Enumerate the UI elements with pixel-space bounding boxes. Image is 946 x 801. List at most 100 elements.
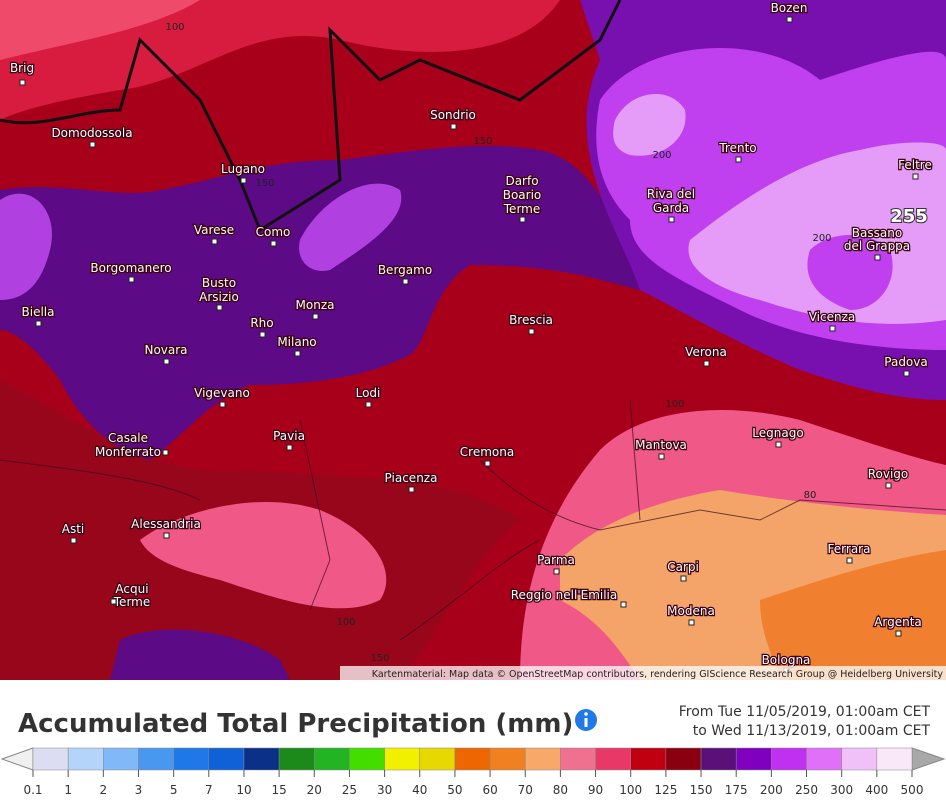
city-name: Lodi — [356, 386, 381, 400]
city-dot — [163, 358, 170, 365]
city-dot — [70, 537, 77, 544]
contour-label: 80 — [804, 490, 817, 501]
city-name: Busto — [202, 276, 236, 290]
city-name: Biella — [22, 305, 55, 319]
city-name: Riva del — [647, 187, 695, 201]
city-name: Casale — [108, 431, 148, 445]
city-name: Brig — [10, 61, 34, 75]
zone — [760, 550, 946, 680]
city-dot — [408, 486, 415, 493]
city-dot — [35, 320, 42, 327]
city-name: Terme — [113, 595, 150, 609]
legend-swatch — [349, 747, 385, 771]
legend-label: 90 — [588, 783, 603, 797]
city-dot — [528, 328, 535, 335]
legend-swatch — [173, 747, 210, 771]
city-dot — [829, 325, 836, 332]
city-dot — [786, 16, 793, 23]
contour-label: 150 — [370, 653, 389, 664]
zone — [0, 193, 52, 300]
city-name: Monza — [296, 298, 335, 312]
legend-swatch — [489, 747, 526, 771]
legend-swatch — [700, 747, 737, 771]
city-dot — [89, 141, 96, 148]
city-name: Alessandria — [131, 517, 201, 531]
city-name: Novara — [144, 343, 187, 357]
city-name: Bassano — [852, 226, 902, 240]
contour-label: 200 — [652, 150, 671, 161]
city-dot — [294, 350, 301, 357]
city-name: Argenta — [874, 615, 922, 629]
legend-label: 60 — [482, 783, 497, 797]
city-name: Lugano — [221, 162, 265, 176]
legend-swatch — [735, 747, 772, 771]
legend-swatch — [314, 747, 350, 771]
city-name: Bologna — [762, 653, 811, 667]
zone — [140, 501, 387, 609]
contour-label: 150 — [255, 178, 274, 189]
zone — [299, 183, 402, 271]
city-dot — [484, 460, 491, 467]
time-to: to Wed 11/13/2019, 01:00am CET — [693, 723, 931, 739]
contour-label: 100 — [165, 22, 184, 33]
legend-label: 70 — [518, 783, 533, 797]
legend-swatch — [138, 747, 174, 771]
zone — [0, 0, 200, 60]
city-dot — [312, 313, 319, 320]
city-name: Asti — [62, 522, 85, 536]
legend-label: 100 — [619, 783, 642, 797]
city-dot — [895, 630, 902, 637]
legend-swatch — [454, 747, 491, 771]
city-dot — [620, 601, 627, 608]
city-name: Feltre — [898, 158, 932, 172]
zone — [807, 235, 893, 310]
max-value-label: 255 — [890, 206, 928, 227]
legend-label: 250 — [795, 783, 818, 797]
legend-swatch — [419, 747, 456, 771]
legend-swatch — [278, 747, 315, 771]
city-name: Parma — [537, 553, 575, 567]
contour-labels: 100 150 150 200 200 100 80 100 150 255 — [165, 22, 928, 664]
contour-label: 150 — [473, 136, 492, 147]
legend-swatch — [841, 747, 878, 771]
city-name: Milano — [277, 335, 316, 349]
info-icon[interactable] — [575, 709, 597, 731]
city-name: Arsizio — [199, 290, 239, 304]
city-name: Bergamo — [378, 263, 432, 277]
city-dot — [519, 216, 526, 223]
city-name: Padova — [884, 355, 927, 369]
city-name: Pavia — [273, 429, 305, 443]
legend-swatch — [595, 747, 631, 771]
city-name: Darfo — [505, 174, 538, 188]
city-name: Terme — [503, 202, 540, 216]
city-name: Rho — [250, 316, 273, 330]
legend-arrow-high — [911, 747, 946, 771]
city-name: Cremona — [460, 445, 514, 459]
legend-label: 40 — [412, 783, 427, 797]
time-from: From Tue 11/05/2019, 01:00am CET — [679, 704, 931, 720]
attribution: Kartenmaterial: Map data © OpenStreetMap… — [372, 669, 944, 680]
legend-swatch — [32, 747, 69, 771]
contour-label: 200 — [812, 233, 831, 244]
city-dot — [703, 360, 710, 367]
city-name: Mantova — [635, 438, 687, 452]
city-name: Verona — [685, 345, 727, 359]
city-dot — [219, 401, 226, 408]
city-name: Legnago — [752, 426, 803, 440]
city-dot — [270, 240, 277, 247]
city-dot — [735, 156, 742, 163]
info-dot — [584, 712, 588, 716]
attribution-background — [340, 666, 946, 680]
legend-label: 125 — [654, 783, 677, 797]
city-labels: Brig Domodossola Lugano Sondrio Bozen Tr… — [9, 0, 933, 668]
city-dot — [846, 557, 853, 564]
city-name: Como — [256, 225, 291, 239]
city-dot — [885, 482, 892, 489]
city-name: Ferrara — [828, 542, 871, 556]
city-dot — [658, 453, 665, 460]
city-dot — [162, 449, 169, 456]
city-dot — [240, 177, 247, 184]
city-dot — [110, 598, 117, 605]
city-dot — [259, 331, 266, 338]
legend-label: 80 — [553, 783, 568, 797]
